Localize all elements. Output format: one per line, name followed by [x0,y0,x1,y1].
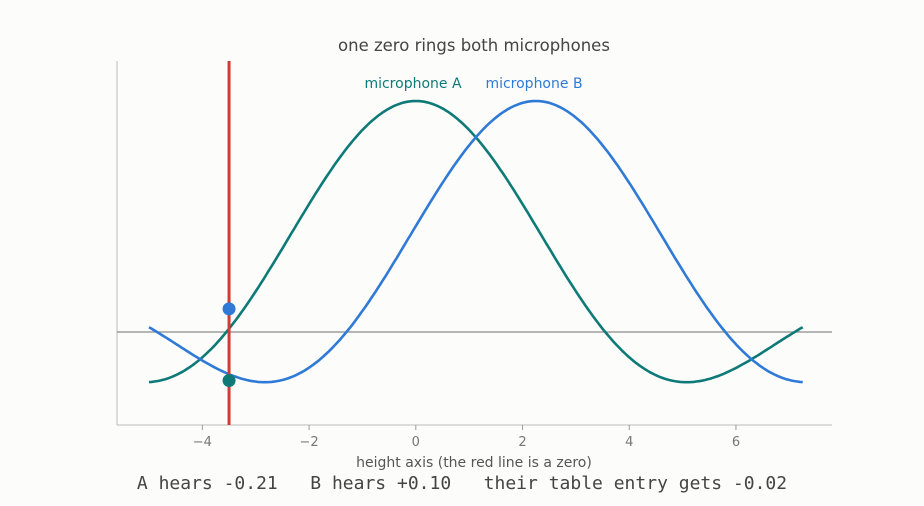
series-line-microphone-b [148,99,803,384]
marker-microphone-b [222,302,236,316]
curves [148,99,804,384]
zero-markers [222,61,236,425]
x-axis-label: height axis (the red line is a zero) [356,455,592,471]
x-tick-label: 0 [412,435,420,450]
series-line-microphone-a [148,99,804,384]
x-tick-label: 6 [732,435,740,450]
readout-text: A hears -0.21 B hears +0.10 their table … [136,473,788,494]
axes [116,61,832,426]
x-tick-label: −2 [300,435,319,450]
x-ticks: −4 −2 0 2 4 6 [193,425,740,450]
legend-label-microphone-b: microphone B [485,76,582,92]
legend-label-microphone-a: microphone A [364,76,462,92]
x-tick-label: 2 [518,435,526,450]
chart-title: one zero rings both microphones [338,36,610,55]
x-tick-label: −4 [193,435,212,450]
x-tick-label: 4 [625,435,633,450]
marker-microphone-a [222,374,236,388]
